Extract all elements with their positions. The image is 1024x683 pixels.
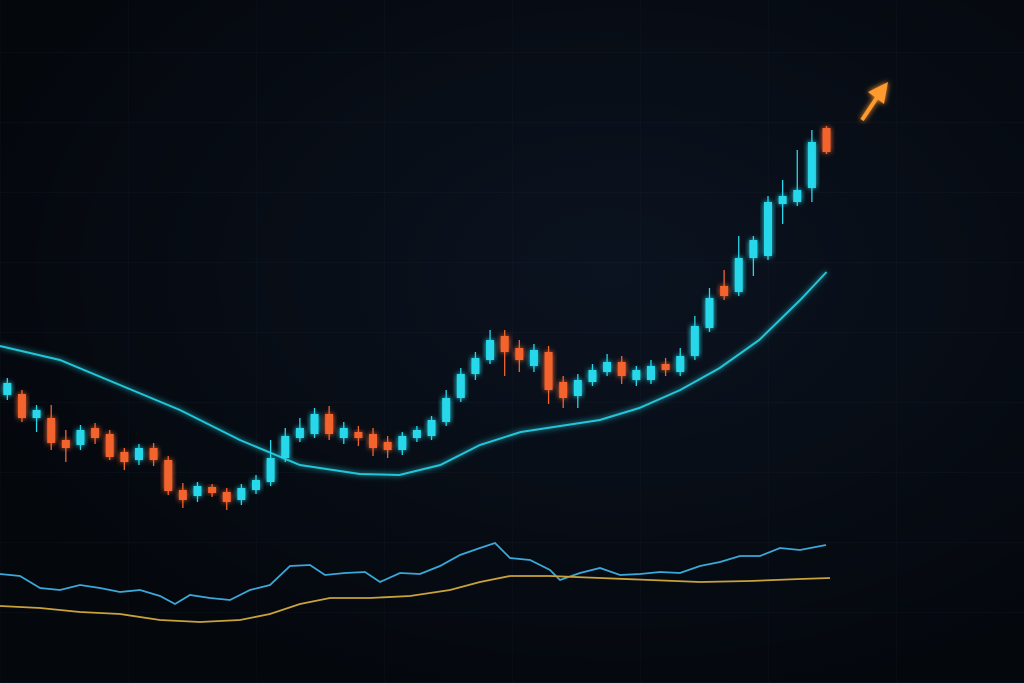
candle-body	[515, 348, 524, 360]
candle-body	[47, 418, 56, 443]
candle-body	[252, 480, 260, 490]
candle-body	[486, 340, 495, 360]
candle-body	[734, 258, 743, 292]
candle-body	[164, 460, 173, 491]
candle-body	[822, 128, 831, 152]
candle-body	[354, 432, 363, 438]
candle-body	[222, 492, 231, 502]
candle-body	[749, 240, 758, 258]
candle-body	[149, 448, 158, 460]
candle-body	[544, 352, 553, 390]
candle-body	[617, 362, 626, 376]
candle-body	[61, 440, 70, 448]
candle-body	[603, 362, 612, 372]
indicator-line	[0, 575, 831, 623]
candle-body	[764, 202, 772, 256]
moving-average	[0, 271, 828, 477]
candle-body	[690, 326, 699, 356]
candle-body	[661, 364, 670, 370]
candle-body	[398, 436, 407, 450]
candle-body	[17, 394, 26, 418]
arrow-head	[868, 82, 888, 104]
candle-body	[383, 442, 392, 450]
candle-body	[237, 488, 246, 500]
candle-body	[500, 336, 509, 352]
candle-body	[208, 487, 217, 493]
candle-body	[178, 490, 187, 500]
candle-body	[134, 448, 143, 460]
candle-body	[3, 383, 12, 395]
candle-body	[676, 356, 685, 372]
candle-body	[456, 374, 465, 398]
indicator-line	[0, 541, 827, 606]
candle-body	[105, 434, 114, 457]
candle-body	[295, 428, 304, 438]
candle-body	[281, 436, 290, 458]
candle-body	[325, 414, 334, 434]
candle-body	[91, 428, 100, 438]
candle-body	[369, 434, 378, 448]
candle-body	[559, 382, 568, 398]
candle-body	[778, 196, 787, 204]
candle-body	[442, 398, 451, 422]
candle-body	[339, 428, 348, 438]
candle-body	[471, 358, 480, 374]
candle-body	[720, 286, 729, 296]
arrow	[860, 94, 880, 122]
candle-body	[632, 370, 641, 380]
candle-body	[266, 458, 275, 482]
candle-body	[529, 350, 538, 366]
candle-body	[32, 410, 41, 418]
candle-body	[427, 420, 436, 436]
candle-body	[573, 380, 582, 396]
candle-body	[807, 142, 816, 188]
candle-body	[310, 414, 319, 434]
candle-body	[588, 370, 597, 382]
candle-body	[646, 366, 655, 380]
candle-body	[412, 430, 421, 438]
candle-body	[705, 298, 714, 328]
candle-body	[120, 452, 129, 462]
candle-body	[76, 430, 85, 445]
candle-body	[793, 190, 802, 202]
candle-body	[193, 486, 202, 496]
